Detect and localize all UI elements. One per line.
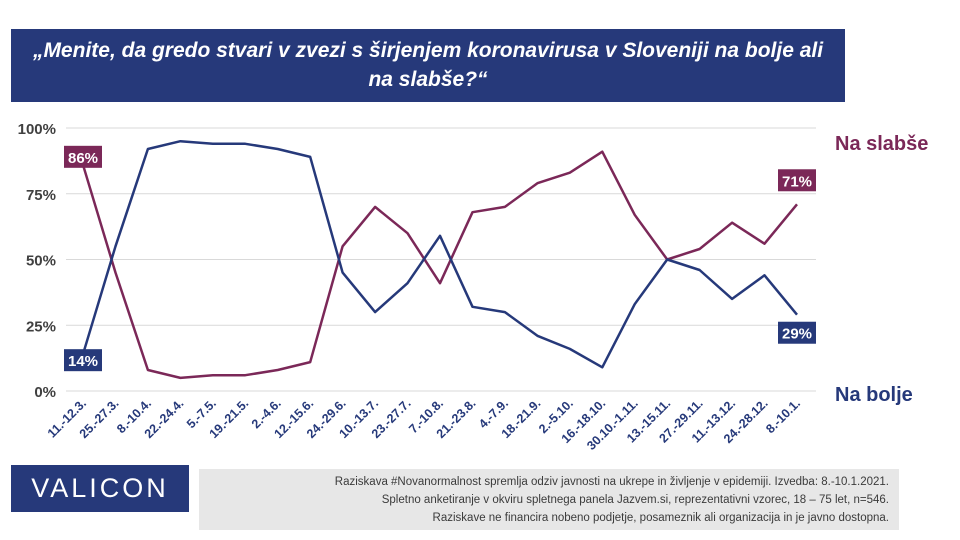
footer-line-3: Raziskave ne financira nobeno podjetje, …	[432, 512, 889, 524]
data-label-na-slabse-start: 86%	[68, 150, 98, 167]
legend-na-bolje: Na bolje	[835, 384, 913, 406]
footer-note: Raziskava #Novanormalnost spremlja odziv…	[199, 469, 899, 530]
data-label-na-bolje-end: 29%	[782, 326, 812, 343]
data-label-na-bolje-start-box	[64, 349, 102, 372]
valicon-logo: VALICON	[11, 465, 189, 512]
y-tick-label: 0%	[34, 384, 56, 401]
footer-line-2: Spletno anketiranje v okviru spletnega p…	[381, 494, 889, 506]
chart-title: „Menite, da gredo stvari v zvezi s širje…	[11, 29, 845, 102]
y-tick-label: 75%	[26, 187, 56, 204]
x-tick-label: 8.-10.1.	[763, 396, 803, 436]
data-label-na-bolje-start: 14%	[68, 353, 98, 370]
footer-line-1: Raziskava #Novanormalnost spremlja odziv…	[334, 476, 889, 488]
legend-na-slabse: Na slabše	[835, 133, 928, 155]
series-line-na-bolje	[81, 139, 798, 369]
line-chart: 0%25%50%75%100%11.-12.3.25.-27.3.8.-10.4…	[18, 121, 929, 453]
series-line-na-slabse	[81, 150, 798, 380]
y-tick-label: 50%	[26, 253, 56, 270]
data-label-na-slabse-end: 71%	[782, 173, 812, 190]
y-tick-label: 100%	[18, 121, 56, 138]
data-label-na-slabse-start-box	[64, 145, 102, 168]
data-label-na-bolje-end-box	[778, 321, 816, 344]
data-label-na-slabse-end-box	[778, 169, 816, 192]
y-tick-label: 25%	[26, 318, 56, 335]
